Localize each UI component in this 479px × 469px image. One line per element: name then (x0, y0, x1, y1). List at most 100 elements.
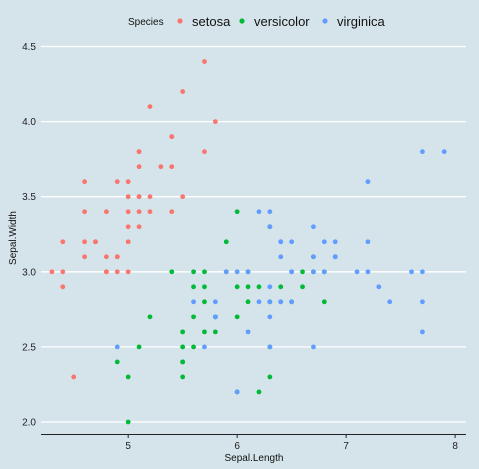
data-point-versicolor (234, 284, 240, 290)
data-point-setosa (136, 209, 142, 215)
data-point-versicolor (191, 284, 196, 290)
data-point-virginica (234, 269, 240, 275)
data-point-virginica (420, 299, 425, 305)
data-point-versicolor (202, 329, 207, 335)
data-point-versicolor (202, 269, 207, 275)
data-point-virginica (245, 269, 251, 275)
data-point-setosa (82, 254, 87, 260)
gridlines (41, 45, 466, 423)
data-point-versicolor (234, 314, 240, 320)
data-point-setosa (212, 119, 218, 125)
data-point-virginica (311, 344, 316, 350)
data-point-setosa (93, 239, 98, 245)
data-point-virginica (267, 284, 273, 290)
legend-label-setosa: setosa (192, 14, 231, 29)
data-point-virginica (311, 269, 316, 275)
data-point-versicolor (202, 299, 207, 305)
x-tick-label: 5 (125, 441, 131, 452)
data-point-virginica (420, 149, 425, 155)
data-point-virginica (278, 239, 284, 245)
data-point-setosa (103, 209, 109, 215)
data-point-virginica (267, 299, 273, 305)
data-point-setosa (136, 164, 142, 170)
data-point-virginica (354, 269, 360, 275)
data-point-setosa (60, 284, 66, 290)
data-point-versicolor (256, 284, 262, 290)
data-point-setosa (103, 269, 109, 275)
data-point-virginica (365, 179, 371, 185)
data-point-virginica (267, 344, 273, 350)
data-point-virginica (256, 209, 262, 215)
data-point-setosa (60, 269, 66, 275)
legend-key-setosa (177, 18, 183, 24)
data-point-setosa (103, 254, 109, 260)
legend-key-virginica (322, 18, 328, 24)
data-point-virginica (278, 299, 284, 305)
data-point-virginica (256, 299, 262, 305)
data-point-versicolor (180, 344, 186, 350)
data-point-versicolor (125, 419, 131, 425)
data-point-versicolor (223, 239, 229, 245)
data-point-setosa (180, 194, 186, 200)
data-point-setosa (125, 194, 131, 200)
data-point-virginica (289, 269, 295, 275)
data-point-virginica (311, 254, 316, 260)
data-point-setosa (136, 224, 142, 230)
data-point-virginica (223, 269, 229, 275)
data-point-setosa (136, 194, 142, 200)
data-point-versicolor (169, 269, 175, 275)
data-point-virginica (278, 254, 284, 260)
data-point-setosa (125, 209, 131, 215)
data-point-setosa (169, 209, 175, 215)
legend-title: Species (128, 17, 164, 28)
data-point-virginica (409, 269, 414, 275)
data-point-versicolor (300, 269, 305, 275)
data-point-virginica (365, 239, 371, 245)
data-point-virginica (321, 269, 327, 275)
data-point-versicolor (180, 374, 186, 380)
legend-label-virginica: virginica (337, 14, 385, 29)
data-point-versicolor (191, 314, 196, 320)
data-point-versicolor (321, 299, 327, 305)
y-tick-label: 4.5 (22, 42, 36, 53)
data-point-virginica (245, 329, 251, 335)
data-point-setosa (180, 89, 186, 94)
data-point-setosa (202, 59, 207, 64)
data-point-setosa (169, 164, 175, 170)
data-point-setosa (49, 269, 55, 275)
data-points (49, 59, 447, 425)
data-point-versicolor (191, 344, 196, 350)
data-point-setosa (147, 104, 153, 109)
data-point-virginica (321, 239, 327, 245)
data-point-virginica (441, 149, 447, 155)
data-point-setosa (82, 209, 87, 215)
data-point-virginica (365, 269, 371, 275)
data-point-setosa (147, 194, 153, 200)
data-point-versicolor (147, 314, 153, 320)
y-tick-label: 4.0 (22, 117, 36, 128)
data-point-versicolor (191, 269, 196, 275)
data-point-virginica (212, 314, 218, 320)
y-axis-title: Sepal.Width (8, 211, 19, 265)
data-point-versicolor (234, 209, 240, 215)
data-point-virginica (114, 344, 120, 350)
data-point-setosa (82, 179, 87, 185)
y-tick-label: 3.0 (22, 267, 36, 278)
data-point-setosa (158, 164, 164, 170)
y-axis-ticks: 2.0 2.5 3.0 3.5 4.0 4.5 (22, 42, 36, 428)
data-point-versicolor (180, 359, 186, 365)
data-point-virginica (234, 389, 240, 395)
data-point-setosa (71, 374, 77, 380)
data-point-virginica (267, 314, 273, 320)
data-point-virginica (191, 299, 196, 305)
data-point-versicolor (278, 284, 284, 290)
data-point-versicolor (212, 329, 218, 335)
data-point-versicolor (114, 359, 120, 365)
data-point-virginica (311, 224, 316, 230)
legend-key-versicolor (239, 18, 245, 24)
data-point-versicolor (245, 299, 251, 305)
data-point-versicolor (256, 389, 262, 395)
y-tick-label: 3.5 (22, 192, 36, 203)
data-point-setosa (169, 134, 175, 140)
